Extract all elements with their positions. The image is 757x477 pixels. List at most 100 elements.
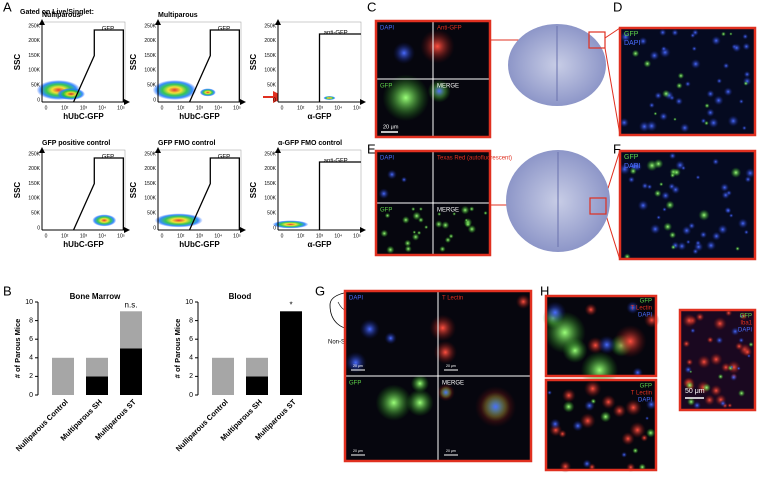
x-axis-label: hUbC-GFP xyxy=(179,240,220,249)
plot-title: GFP FMO control xyxy=(158,140,215,147)
bar-segment xyxy=(120,348,142,395)
channel-label: GFP xyxy=(349,381,361,387)
cell xyxy=(638,36,648,46)
cell xyxy=(710,384,723,397)
gate xyxy=(188,157,240,231)
cell xyxy=(549,418,561,430)
cell xyxy=(406,389,434,417)
bar-segment xyxy=(246,376,268,395)
y-tick-label: 200K xyxy=(144,38,156,44)
cell xyxy=(469,206,475,212)
y-axis-label: SSC xyxy=(13,54,22,71)
x-tick-label: 0 xyxy=(45,233,48,239)
channel-label: DAPI xyxy=(638,313,652,319)
y-tick-label: 0 xyxy=(37,97,40,103)
cell xyxy=(742,42,751,51)
cell xyxy=(392,41,416,65)
cell xyxy=(684,80,691,88)
x-tick-label: 0 xyxy=(161,233,164,239)
cell xyxy=(612,404,627,418)
scale-label: 20 μm xyxy=(383,124,399,130)
y-tick-label: 200K xyxy=(144,166,156,172)
cell xyxy=(712,316,727,331)
channel-label: T Lectin xyxy=(631,391,652,397)
cell xyxy=(706,336,714,344)
cell xyxy=(712,158,720,166)
cell xyxy=(434,220,443,229)
cell xyxy=(677,241,687,251)
cell xyxy=(662,89,671,98)
flow-header: Gated on Live/Singlet: xyxy=(20,9,94,16)
gate xyxy=(318,161,361,230)
x-tick-label: Nulliparous Control xyxy=(14,397,70,453)
cell xyxy=(717,373,724,380)
gate xyxy=(72,29,124,103)
density xyxy=(323,96,336,100)
y-tick-label: 0 xyxy=(153,225,156,231)
x-tick-label: 10² xyxy=(61,105,69,111)
cell xyxy=(719,399,727,407)
image-frame xyxy=(343,289,533,463)
channel-label: GFP xyxy=(624,31,639,38)
y-tick-label: 250K xyxy=(144,151,156,157)
cell xyxy=(662,207,667,212)
y-tick-label: 50K xyxy=(267,211,277,217)
x-tick-label: 10² xyxy=(297,105,305,111)
cell xyxy=(424,225,429,230)
scale-label: 20 μm xyxy=(353,449,363,453)
channel-label: DAPI xyxy=(638,398,652,404)
cell xyxy=(572,420,584,432)
cell xyxy=(670,244,676,250)
gate-label: GFP xyxy=(102,27,114,33)
cell xyxy=(679,122,690,133)
cell xyxy=(720,182,730,193)
cell xyxy=(706,108,715,117)
cell xyxy=(400,176,408,183)
cell xyxy=(619,117,630,128)
cell xyxy=(715,336,724,345)
x-tick-label: 10⁴ xyxy=(214,105,222,111)
density xyxy=(154,213,203,228)
cell xyxy=(597,335,617,355)
channel-label: DAPI xyxy=(624,163,640,170)
cell xyxy=(748,341,754,348)
cell xyxy=(439,245,446,253)
cell xyxy=(737,218,749,229)
bar-segment xyxy=(52,357,74,395)
cell xyxy=(725,207,732,214)
y-tick-label: 250K xyxy=(264,151,276,157)
scale-label: 20 μm xyxy=(353,364,363,368)
channel-label: DAPI xyxy=(380,26,394,32)
cell xyxy=(743,70,751,78)
cell xyxy=(659,111,669,121)
x-tick-label: 10⁴ xyxy=(214,233,222,239)
cell xyxy=(384,332,397,345)
gate xyxy=(318,33,361,102)
image-frame xyxy=(544,378,658,472)
cell xyxy=(661,191,671,201)
cell xyxy=(584,303,598,316)
y-tick-label: 100K xyxy=(264,196,276,202)
cell xyxy=(729,32,733,36)
flow-plot xyxy=(36,19,130,105)
cell xyxy=(690,58,701,70)
cell xyxy=(671,185,681,195)
y-tick-label: 150K xyxy=(264,53,276,59)
y-tick-label: 0 xyxy=(189,392,193,399)
y-axis-label: SSC xyxy=(249,182,258,199)
image xyxy=(376,203,433,255)
cell xyxy=(649,50,660,61)
cell xyxy=(682,339,691,348)
cell xyxy=(673,117,677,121)
x-tick-label: 10³ xyxy=(196,233,204,239)
y-tick-label: 100K xyxy=(264,68,276,74)
cell xyxy=(410,374,430,393)
image-frame xyxy=(678,308,757,412)
cell xyxy=(723,87,733,97)
flow-plot xyxy=(272,147,366,233)
y-tick-label: 10 xyxy=(185,299,193,306)
cell xyxy=(706,89,715,98)
channel-label: GFP xyxy=(380,84,392,90)
density xyxy=(152,80,197,100)
